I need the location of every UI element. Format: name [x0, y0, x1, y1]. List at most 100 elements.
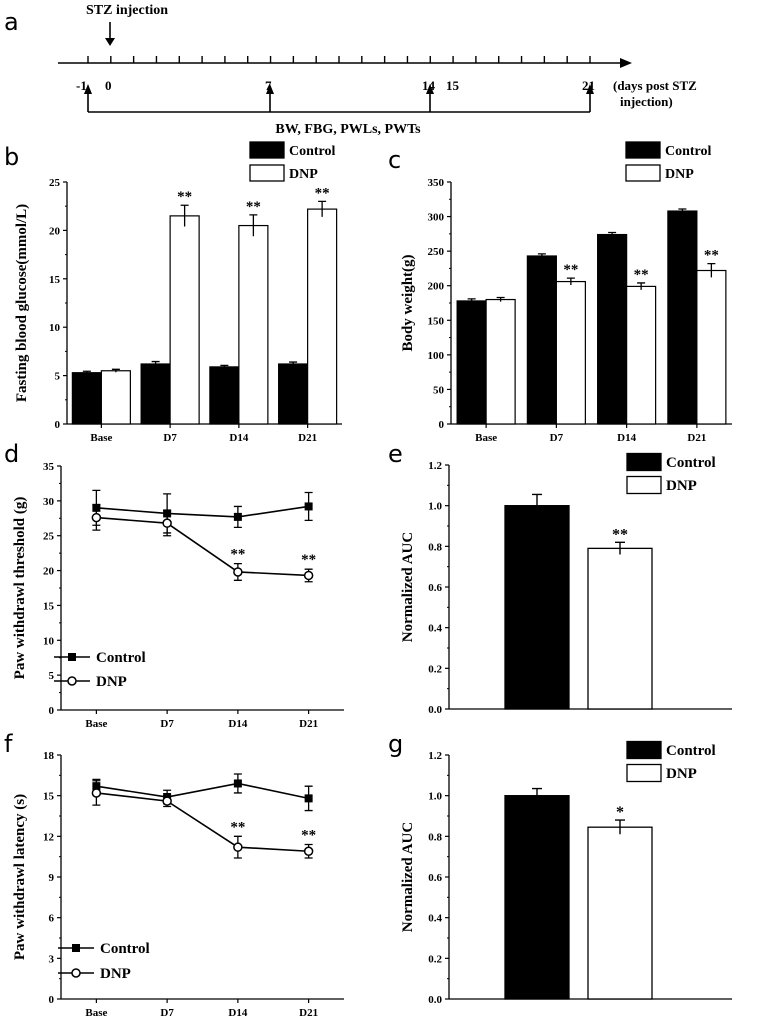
legend: Control DNP: [54, 650, 146, 690]
tick-label-15: 15: [446, 78, 460, 93]
error-bar: [566, 277, 575, 286]
y-tick-label: 0: [55, 419, 61, 431]
y-tick-label: 25: [49, 177, 61, 189]
panel-label-e: e: [388, 440, 403, 468]
error-bar: [496, 296, 505, 302]
y-tick-label: 0: [439, 419, 445, 431]
y-tick-label: 3: [49, 953, 55, 965]
y-tick-label: 0.8: [428, 831, 442, 843]
y-tick-label: 20: [49, 225, 61, 237]
legend-label-dnp: DNP: [666, 478, 697, 494]
y-tick-label: 100: [428, 350, 445, 362]
measurement-arrow-heads: [84, 84, 594, 94]
bar-control: [278, 363, 309, 425]
y-tick-label: 0.8: [428, 541, 442, 553]
panel-f: f 0 3 6 9 12 15 18 Paw withdrawl latency (s) Base…: [4, 730, 344, 1019]
y-tick-label: 10: [43, 635, 55, 647]
y-tick-label: 0.4: [428, 623, 442, 635]
significance-marker: **: [315, 185, 330, 201]
y-tick-label: 300: [428, 212, 445, 224]
y-tick-label: 30: [43, 496, 55, 508]
x-tick-label: D21: [298, 432, 317, 444]
y-tick-label: 0.0: [428, 994, 442, 1006]
legend: Control DNP: [626, 452, 716, 495]
y-tick-label: 250: [428, 246, 445, 258]
significance-marker: **: [563, 262, 578, 278]
panel-d: d 0 5 10 15 20 25 30 35 Paw withdrawl threshold (…: [4, 440, 344, 730]
y-tick-label: 10: [49, 322, 61, 334]
panel-b: b 0 5 10 15 20 25 Fasting blood glucose(mmol/L)…: [4, 141, 342, 444]
bar-control: [526, 255, 557, 425]
y-tick-label: 0.2: [428, 663, 442, 675]
error-bar: [615, 541, 625, 555]
y-tick-label: 150: [428, 315, 445, 327]
y-tick-label: 0.0: [428, 704, 442, 716]
y-tick-label: 0.4: [428, 913, 442, 925]
error-bar: [151, 360, 160, 367]
timeline-arrow-head: [620, 58, 632, 68]
data-point-control: [233, 512, 242, 521]
y-tick-label: 0.6: [428, 872, 442, 884]
x-tick-label: D14: [617, 432, 636, 444]
legend-label-control: Control: [96, 650, 146, 666]
bar-control: [71, 372, 102, 425]
bar-dnp: [587, 547, 653, 710]
tick-label-0: 0: [105, 78, 112, 93]
y-axis-title: Normalized AUC: [400, 532, 416, 642]
y-tick-label: 25: [43, 531, 55, 543]
panel-c: c 0 50 100 150 200 250 300 350 Body weight(g) Base…: [388, 141, 732, 444]
x-tick-label: Base: [85, 1007, 107, 1019]
legend-marker-dnp: [71, 968, 81, 978]
timeline-unit-line2: injection): [620, 94, 673, 109]
panel-label-a: a: [4, 8, 19, 36]
measurements-label: BW, FBG, PWLs, PWTs: [275, 122, 421, 137]
significance-marker: **: [612, 526, 628, 543]
bar-dnp: [169, 215, 200, 425]
x-tick-label: D21: [299, 718, 318, 730]
significance-marker: *: [616, 804, 624, 821]
error-bar: [615, 819, 625, 835]
y-axis-title: Fasting blood glucose(mmol/L): [14, 204, 30, 402]
x-tick-label: Base: [90, 432, 112, 444]
legend-swatch-dnp: [626, 475, 662, 495]
x-tick-label: D21: [299, 1007, 318, 1019]
panel-label-f: f: [4, 730, 13, 758]
legend-swatch-dnp: [249, 164, 285, 182]
panel-a-timeline: a STZ injection -1 0 7 14 15 21 (days po…: [4, 3, 697, 137]
tick-label-14: 14: [422, 78, 436, 93]
significance-marker: **: [177, 189, 192, 205]
x-tick-label: D14: [228, 1007, 247, 1019]
data-point-dnp: [233, 842, 243, 852]
error-bar: [637, 282, 646, 290]
error-bar: [707, 262, 716, 278]
series-line-dnp: [96, 792, 309, 853]
y-tick-label: 50: [433, 384, 445, 396]
series-line-control: [96, 782, 309, 800]
legend-label-dnp: DNP: [96, 674, 127, 690]
significance-marker: **: [230, 547, 245, 563]
bar-dnp: [307, 208, 338, 425]
y-axis-title: Body weight(g): [400, 254, 416, 351]
x-tick-label: Base: [85, 718, 107, 730]
bar-control: [667, 210, 698, 425]
legend-label-dnp: DNP: [100, 966, 131, 982]
bar-dnp: [587, 826, 653, 1000]
data-point-dnp: [233, 567, 243, 577]
bar-dnp: [100, 370, 131, 425]
legend-swatch-dnp: [625, 164, 661, 182]
legend: Control DNP: [249, 141, 336, 182]
legend-marker-control: [68, 653, 76, 661]
bar-control: [456, 300, 487, 425]
y-axis-title: Paw withdrawl latency (s): [12, 794, 28, 960]
panel-label-c: c: [388, 146, 401, 174]
error-bar: [111, 368, 120, 373]
y-tick-label: 1.0: [428, 501, 442, 513]
y-tick-label: 1.2: [428, 750, 442, 762]
y-tick-label: 35: [43, 461, 55, 473]
y-tick-label: 0: [49, 705, 55, 717]
data-point-control: [233, 779, 242, 788]
stz-injection-label: STZ injection: [86, 3, 168, 18]
y-tick-label: 9: [49, 872, 55, 884]
data-point-control: [304, 502, 313, 511]
